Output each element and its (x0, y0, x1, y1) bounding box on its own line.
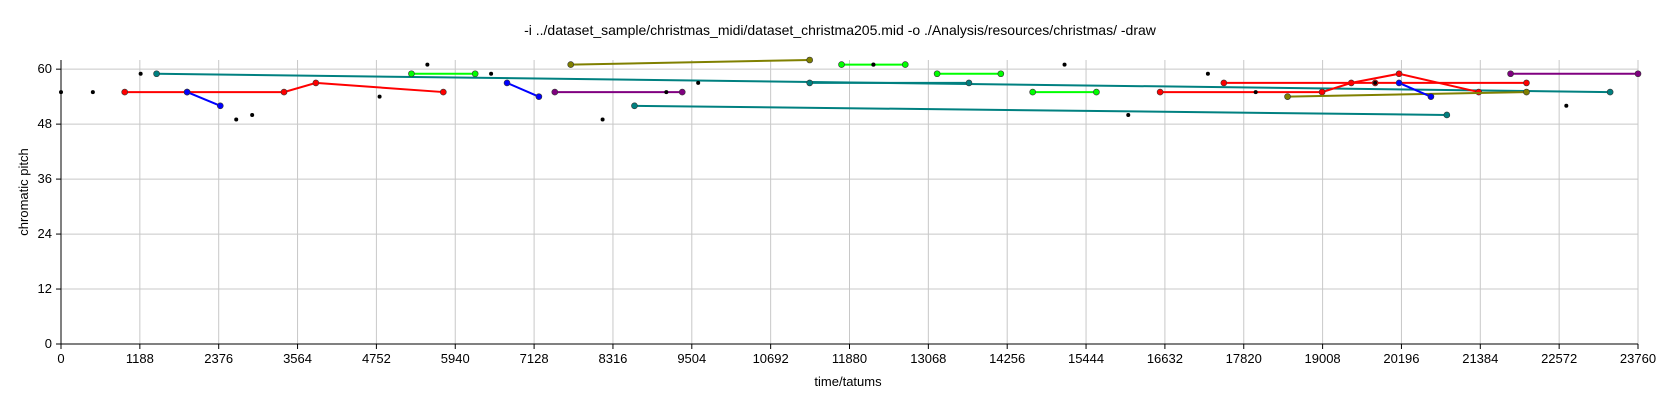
x-tick-label: 4752 (362, 351, 391, 366)
isolated-note-point (1126, 112, 1131, 117)
x-tick-label: 8316 (598, 351, 627, 366)
note-point (280, 88, 288, 96)
isolated-note-point (234, 117, 239, 122)
note-point (1318, 88, 1326, 96)
grid (60, 60, 1639, 345)
note-point (806, 56, 813, 64)
note-point (1093, 88, 1100, 96)
x-tick-label: 13068 (910, 351, 946, 366)
note-point (1443, 111, 1451, 119)
chart-title: -i ../dataset_sample/christmas_midi/data… (524, 22, 1157, 38)
note-point (1395, 70, 1403, 78)
note-point (408, 70, 415, 78)
x-tick-label: 3564 (283, 351, 312, 366)
x-tick-label: 9504 (677, 351, 706, 366)
note-point (121, 88, 129, 96)
note-point (535, 93, 543, 100)
y-tick-label: 0 (45, 336, 52, 351)
note-point (1523, 79, 1530, 87)
note-point (901, 61, 909, 68)
note-point (312, 79, 320, 87)
x-tick-label: 14256 (989, 351, 1025, 366)
isolated-note-point (425, 62, 430, 67)
note-point (551, 88, 559, 96)
note-point (631, 102, 638, 110)
note-point (1156, 88, 1164, 96)
note-point (503, 79, 511, 87)
x-tick-label: 7128 (520, 351, 549, 366)
note-point (1427, 93, 1435, 100)
isolated-note-point (600, 117, 605, 122)
note-point (678, 88, 686, 96)
x-tick-label: 21384 (1462, 351, 1498, 366)
note-point (1029, 88, 1036, 96)
note-point (838, 61, 845, 68)
x-tick-label: 20196 (1383, 351, 1419, 366)
isolated-note-point (250, 112, 255, 117)
x-tick-label: 5940 (441, 351, 470, 366)
note-point (1523, 88, 1530, 96)
isolated-note-point (1564, 103, 1569, 108)
note-point (997, 70, 1005, 78)
note-point (1634, 70, 1642, 78)
isolated-note-point (138, 71, 143, 76)
x-tick-label: 17820 (1226, 351, 1262, 366)
note-point (153, 70, 160, 78)
isolated-note-point (90, 90, 95, 95)
note-point (933, 70, 941, 78)
note-point (1220, 79, 1228, 87)
x-tick-label: 19008 (1305, 351, 1341, 366)
y-tick-label: 24 (38, 226, 52, 241)
series-line (570, 59, 810, 66)
note-point (471, 70, 479, 78)
y-tick-label: 12 (38, 281, 52, 296)
note-point (440, 88, 447, 96)
note-point (1284, 93, 1291, 100)
series-line (634, 104, 1447, 116)
note-point (216, 102, 224, 110)
y-tick-label: 60 (38, 61, 52, 76)
axes: 0 1188 2376 3564 4752 5940 7128 8316 9504 10692 11… (38, 60, 1656, 366)
isolated-note-point (696, 80, 701, 85)
series-line (186, 91, 221, 107)
isolated-note-point (1253, 90, 1258, 95)
x-tick-label: 2376 (204, 351, 233, 366)
note-point (1395, 79, 1403, 87)
isolated-note-point (1373, 80, 1378, 85)
series-line (506, 81, 540, 98)
note-point (183, 88, 191, 96)
plot-area (59, 56, 1642, 122)
isolated-note-point (871, 62, 876, 67)
series-line (1398, 81, 1432, 98)
x-tick-label: 15444 (1068, 351, 1104, 366)
x-tick-label: 22572 (1541, 351, 1577, 366)
isolated-note-point (377, 94, 382, 99)
x-tick-label: 0 (57, 351, 64, 366)
x-tick-label: 1188 (126, 351, 154, 366)
y-tick-label: 36 (38, 171, 52, 186)
isolated-note-point (1205, 71, 1210, 76)
x-axis-label: time/tatums (814, 374, 882, 389)
note-point (567, 61, 575, 68)
note-point (965, 79, 973, 87)
note-point (806, 79, 813, 87)
x-tick-label: 23760 (1620, 351, 1656, 366)
x-tick-label: 10692 (753, 351, 789, 366)
y-tick-label: 48 (38, 116, 52, 131)
series-line (1287, 91, 1527, 98)
note-point (1507, 70, 1514, 78)
x-tick-label: 11880 (832, 351, 867, 366)
isolated-note-point (489, 71, 494, 76)
x-tick-label: 16632 (1147, 351, 1183, 366)
note-point (1606, 88, 1614, 96)
isolated-note-point (664, 90, 669, 95)
y-axis-label: chromatic pitch (16, 148, 31, 235)
isolated-note-point (1062, 62, 1067, 67)
